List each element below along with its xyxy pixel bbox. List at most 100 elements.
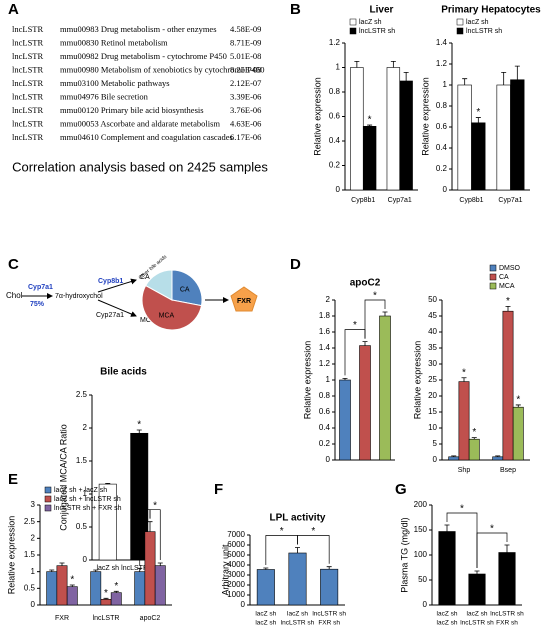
pathway: mmu04976 Bile secretion [60,91,149,101]
y-tick-label: 4000 [227,560,245,569]
bar [288,552,307,606]
pie-slice [171,269,203,307]
error-bar [136,429,142,434]
error-bar [444,524,450,532]
table-caption: Correlation analysis based on 2425 sampl… [12,159,268,174]
x-tick-label: Bsep [500,467,516,474]
error-bar [157,562,163,566]
bar [496,84,511,191]
fxr-shape [230,286,258,312]
legend-swatch [456,18,464,26]
gene: lncLSTR [12,105,43,115]
y-tick-label: 0 [83,555,88,564]
bracket [476,532,508,568]
y-tick-label: 0.6 [319,407,331,416]
y-tick-label: 1.4 [319,343,331,352]
y-tick-label: 1 [443,80,448,89]
p-value: 8.25E-08 [230,64,261,74]
y-tick-label: 0 [31,600,36,609]
significance: * [476,107,480,118]
error-bar [367,124,373,127]
error-bar [59,562,65,566]
error-bar [105,483,111,485]
y-tick-label: 20 [428,391,437,400]
panel-letter: D [290,256,301,273]
y-tick-label: 7000 [227,530,245,539]
bar [362,126,377,191]
chart-title: Bile acids [100,367,147,378]
bar [56,565,68,606]
y-tick-label: 1.8 [319,311,331,320]
significance: * [472,427,476,438]
error-bar [113,590,119,593]
bar [134,571,146,606]
bar [468,438,480,461]
error-bar [403,72,409,81]
error-bar [515,404,521,408]
y-axis-label: Arbitrary unit [220,544,230,596]
bar [498,552,516,606]
error-bar [326,566,332,570]
y-tick-label: 2 [31,533,36,542]
y-tick-label: 200 [414,500,428,509]
enzyme: Cyp27a1 [96,312,124,319]
gene: lncLSTR [12,118,43,128]
x-tick-label: lncLSTR sh [460,620,494,627]
x-tick-label: apoC2 [140,615,161,622]
significance: * [114,581,118,592]
error-bar [514,65,520,80]
legend-swatch [489,264,497,272]
y-tick-label: 0.2 [329,161,341,170]
y-tick-label: 2.5 [76,390,88,399]
p-value: 2.12E-07 [230,78,261,88]
p-value: 8.71E-09 [230,37,261,47]
legend-label: DMSO [499,265,521,272]
pie-slice [141,284,203,331]
error-bar [342,378,348,380]
legend-label: lacZ sh + lacZ sh [54,487,107,494]
y-tick-label: 1.2 [319,359,331,368]
y-tick-label: 3 [31,500,36,509]
pie-label: CA [180,286,190,293]
bar [66,586,78,606]
arrow [97,278,137,293]
y-tick-label: 5 [433,439,438,448]
y-tick-label: 45 [428,311,437,320]
pathway: mmu00983 Drug metabolism - other enzymes [60,24,217,34]
significance: * [462,367,466,378]
bracket [149,509,161,560]
legend-swatch [349,27,357,35]
y-tick-label: 1.4 [436,38,448,47]
y-axis-label: Relative expression [412,341,422,420]
error-bar [501,72,507,85]
legend-label: lncLSTR sh + FXR sh [54,505,122,512]
legend-label: MCA [499,283,515,290]
node: FXR [237,298,251,305]
error-bar [451,455,457,457]
pathway: mmu00830 Retinol metabolism [60,37,168,47]
bar [386,67,401,191]
x-tick-label: lacZ sh [437,620,458,627]
legend-swatch [349,18,357,26]
y-tick-label: 30 [428,359,437,368]
bracket [364,299,386,339]
bracket-label: * [280,526,284,537]
y-tick-label: 3000 [227,570,245,579]
error-bar [147,521,153,532]
y-tick-label: 0 [241,600,246,609]
y-tick-label: 0 [433,455,438,464]
error-bar [504,544,510,553]
y-tick-label: 1000 [227,590,245,599]
panel-letter: A [8,1,19,18]
bracket-label: * [353,320,357,331]
y-tick-label: 0.8 [319,391,331,400]
y-tick-label: 6000 [227,540,245,549]
y-tick-label: 1 [326,375,331,384]
enzyme: Cyp7a1 [28,284,53,291]
y-tick-label: 0.4 [329,136,341,145]
x-tick-label: Cyp7a1 [498,197,522,204]
x-tick-label: lacZ sh [255,611,276,618]
x-tick-label: lncLSTR sh [312,611,346,618]
bar [510,79,525,191]
pathway: mmu00120 Primary bile acid biosynthesis [60,105,204,115]
